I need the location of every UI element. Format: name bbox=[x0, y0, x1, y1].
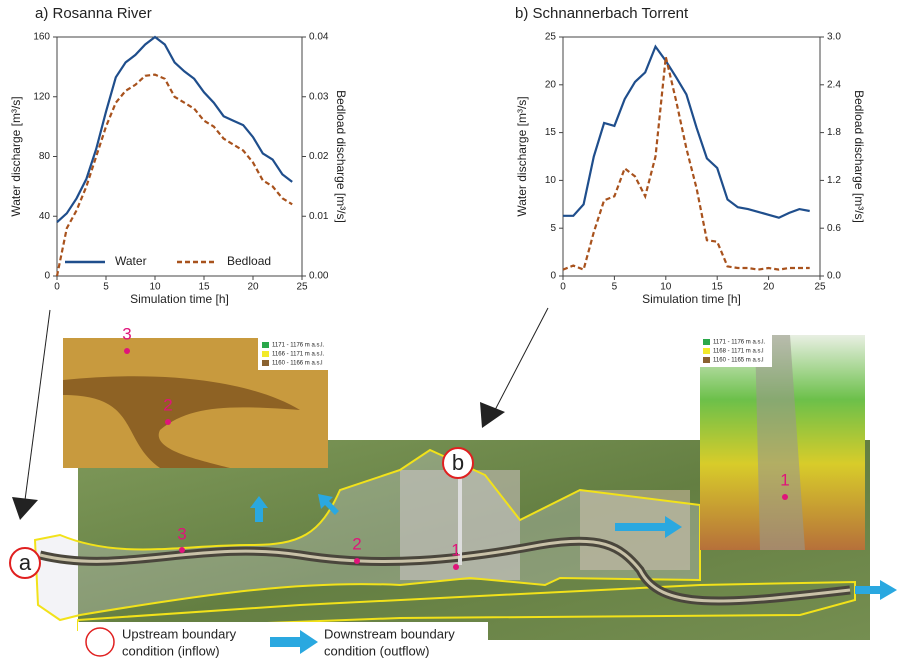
y-tick-label: 20 bbox=[545, 79, 557, 90]
plot-frame bbox=[563, 37, 820, 276]
point-label: 1 bbox=[780, 470, 789, 489]
inset-legend-label: 1171 - 1176 m a.s.l. bbox=[272, 343, 324, 349]
y-tick-label: 15 bbox=[545, 127, 557, 138]
point-label: 3 bbox=[122, 324, 131, 343]
y-tick-label: 10 bbox=[545, 175, 557, 186]
y2-tick-label: 3.0 bbox=[827, 32, 841, 43]
point-label: 2 bbox=[352, 534, 361, 553]
series-line bbox=[57, 37, 292, 222]
x-tick-label: 20 bbox=[247, 282, 259, 293]
series-line bbox=[563, 47, 810, 218]
legend-swatch bbox=[262, 351, 269, 357]
y2-tick-label: 1.2 bbox=[827, 175, 841, 186]
x-tick-label: 10 bbox=[149, 282, 161, 293]
y-tick-label: 160 bbox=[33, 32, 50, 43]
pointer-head bbox=[480, 402, 505, 428]
x-tick-label: 10 bbox=[660, 282, 672, 293]
inset-legend-label: 1166 - 1171 m a.s.l. bbox=[272, 352, 324, 358]
y-tick-label: 0 bbox=[44, 271, 50, 282]
legend-swatch bbox=[703, 348, 710, 354]
inset-legend-label: 1168 - 1171 m a.s.l bbox=[713, 349, 763, 355]
chart-title: a) Rosanna River bbox=[35, 5, 152, 22]
point bbox=[782, 494, 788, 500]
x-tick-label: 5 bbox=[103, 282, 109, 293]
y-tick-label: 5 bbox=[550, 223, 556, 234]
point bbox=[453, 564, 459, 570]
x-tick-label: 20 bbox=[763, 282, 775, 293]
series-line bbox=[57, 75, 292, 276]
series-line bbox=[563, 57, 810, 270]
legend-label: condition (inflow) bbox=[122, 643, 220, 658]
x-tick-label: 15 bbox=[712, 282, 724, 293]
y2-axis-label: Bedload discharge [m³/s] bbox=[334, 90, 348, 223]
site-label: a bbox=[19, 550, 32, 575]
legend-swatch bbox=[703, 339, 710, 345]
x-tick-label: 25 bbox=[296, 282, 308, 293]
y2-tick-label: 0.03 bbox=[309, 91, 329, 102]
x-tick-label: 0 bbox=[560, 282, 566, 293]
site-label: b bbox=[452, 450, 464, 475]
y2-tick-label: 0.0 bbox=[827, 271, 841, 282]
legend-swatch bbox=[262, 342, 269, 348]
point bbox=[354, 558, 360, 564]
y-tick-label: 120 bbox=[33, 91, 50, 102]
pointer-line bbox=[25, 310, 50, 500]
pointer-head bbox=[12, 497, 38, 520]
chart-title: b) Schnannerbach Torrent bbox=[515, 5, 689, 22]
y-tick-label: 25 bbox=[545, 32, 557, 43]
pointer-line bbox=[495, 308, 548, 410]
y2-tick-label: 0.00 bbox=[309, 271, 329, 282]
y2-tick-label: 2.4 bbox=[827, 79, 841, 90]
y2-tick-label: 1.8 bbox=[827, 127, 841, 138]
point-label: 1 bbox=[451, 540, 460, 559]
point bbox=[179, 547, 185, 553]
y2-tick-label: 0.01 bbox=[309, 211, 329, 222]
legend-label: Water bbox=[115, 254, 147, 268]
y-tick-label: 40 bbox=[39, 211, 51, 222]
y2-tick-label: 0.6 bbox=[827, 223, 841, 234]
legend-label: Upstream boundary bbox=[122, 626, 237, 641]
point-label: 3 bbox=[177, 524, 186, 543]
y-axis-label: Water discharge [m³/s] bbox=[9, 96, 23, 216]
x-axis-label: Simulation time [h] bbox=[130, 292, 229, 306]
point bbox=[124, 348, 130, 354]
map: 1171 - 1176 m a.s.l. 1166 - 1171 m a.s.l… bbox=[10, 308, 897, 663]
legend-label: Downstream boundary bbox=[324, 626, 455, 641]
inset-legend-label: 1171 - 1176 m a.s.l. bbox=[713, 340, 765, 346]
y2-tick-label: 0.04 bbox=[309, 32, 329, 43]
inset-legend-label: 1160 - 1165 m a.s.l bbox=[713, 358, 763, 364]
point bbox=[165, 419, 171, 425]
y-tick-label: 0 bbox=[550, 271, 556, 282]
x-axis-label: Simulation time [h] bbox=[642, 292, 741, 306]
legend-swatch bbox=[703, 357, 710, 363]
legend-label: condition (outflow) bbox=[324, 643, 430, 658]
x-tick-label: 25 bbox=[814, 282, 826, 293]
x-tick-label: 5 bbox=[612, 282, 618, 293]
point-label: 2 bbox=[163, 395, 172, 414]
y2-tick-label: 0.02 bbox=[309, 151, 329, 162]
inset-legend-label: 1160 - 1166 m a.s.l bbox=[272, 361, 322, 367]
legend-swatch bbox=[262, 360, 269, 366]
y2-axis-label: Bedload discharge [m³/s] bbox=[852, 90, 866, 223]
figure: 1171 - 1176 m a.s.l. 1166 - 1171 m a.s.l… bbox=[0, 0, 904, 663]
x-tick-label: 0 bbox=[54, 282, 60, 293]
y-tick-label: 80 bbox=[39, 151, 51, 162]
y-axis-label: Water discharge [m³/s] bbox=[515, 96, 529, 216]
x-tick-label: 15 bbox=[198, 282, 210, 293]
legend-label: Bedload bbox=[227, 254, 271, 268]
